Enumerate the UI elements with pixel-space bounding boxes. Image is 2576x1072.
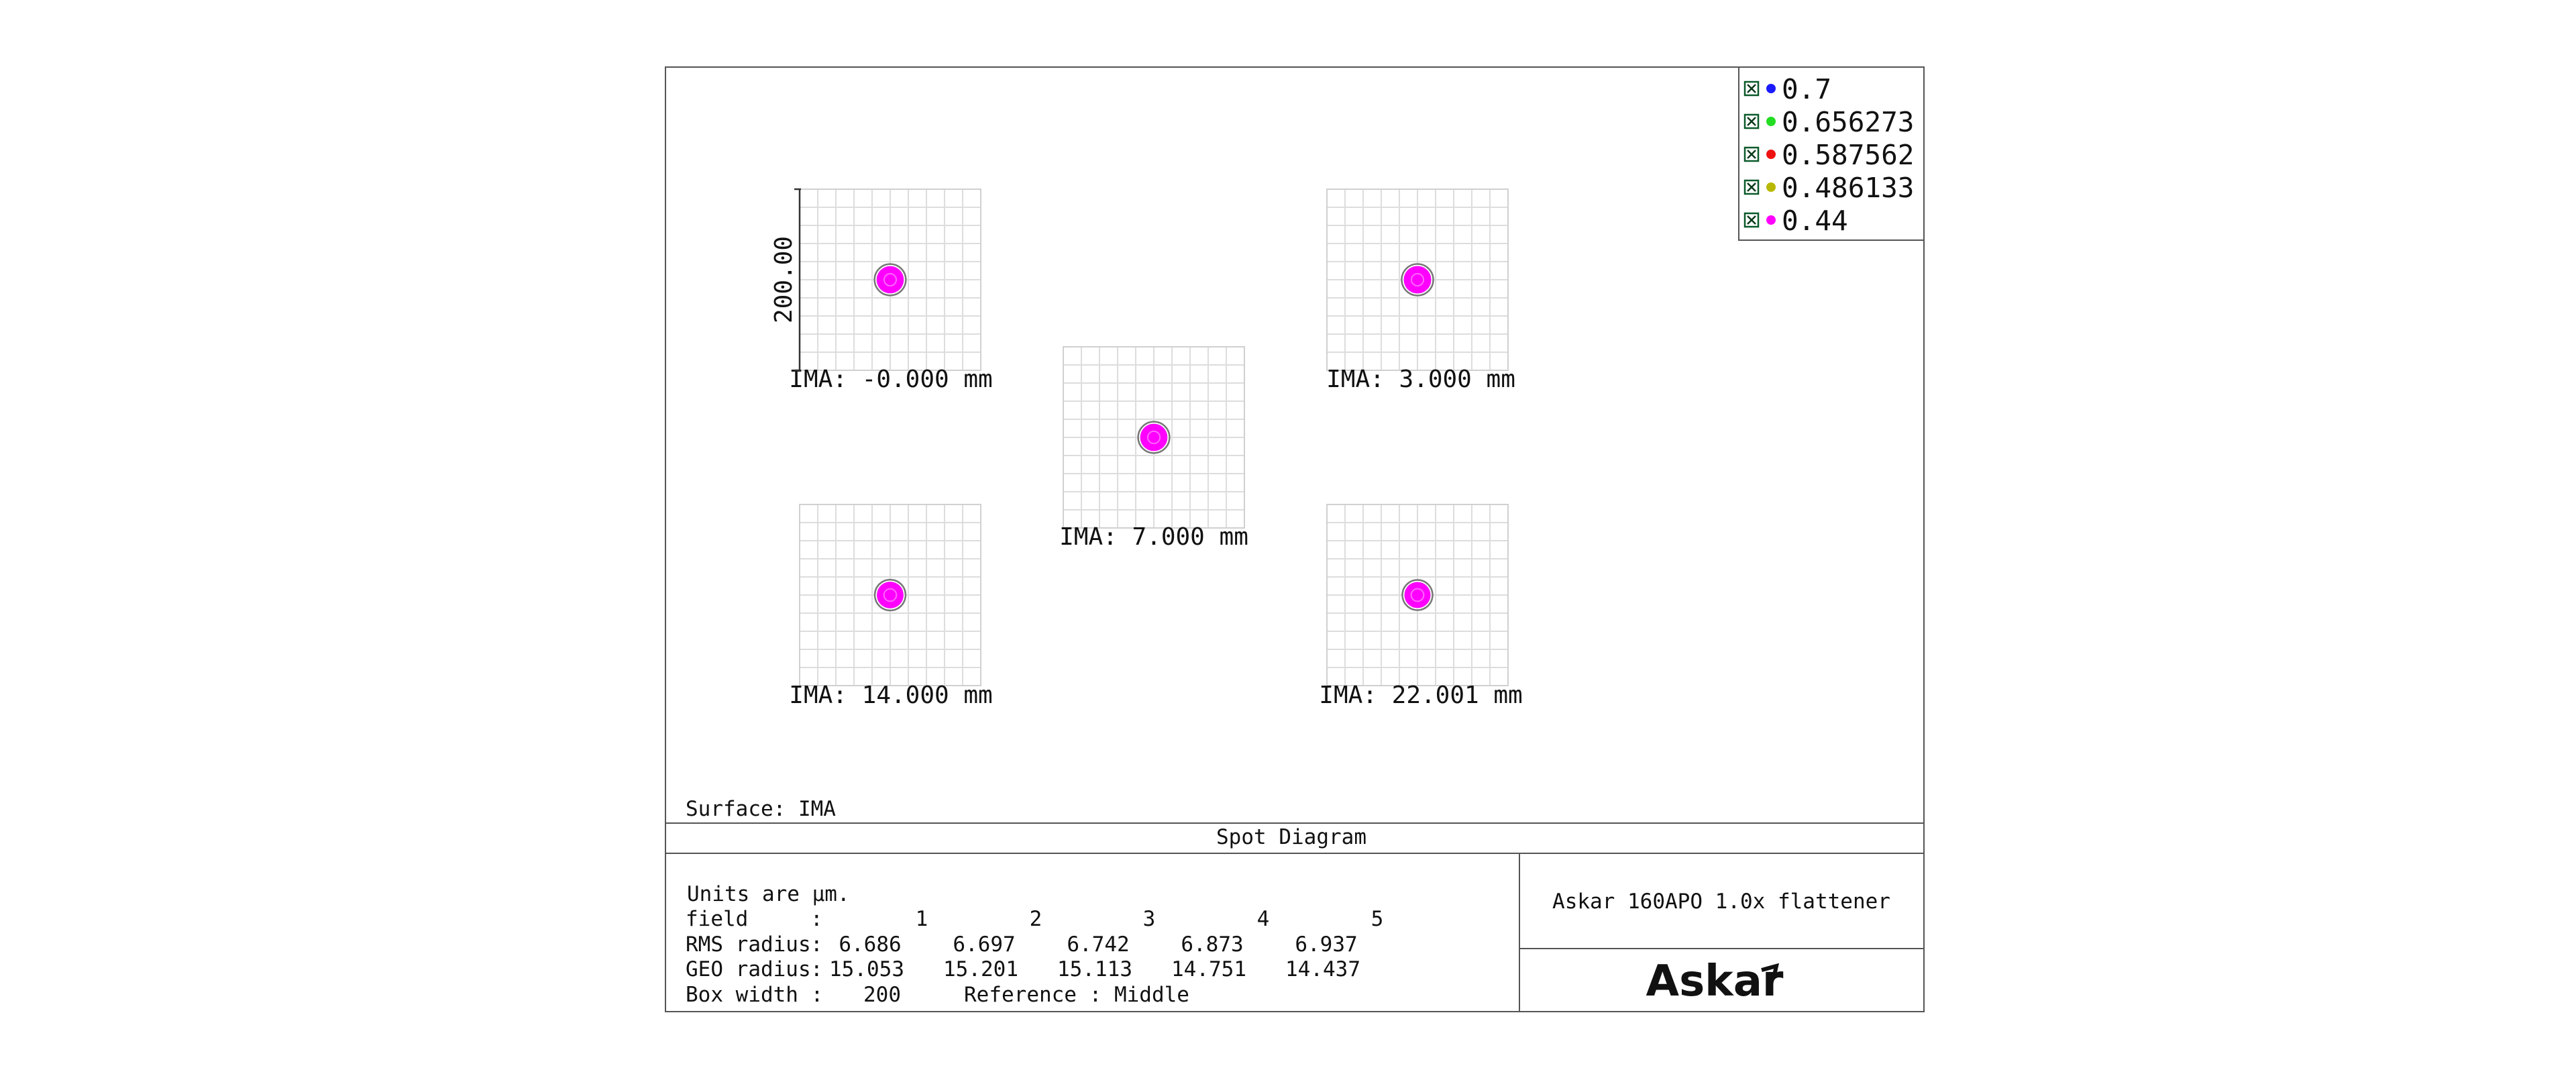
scale-bar: 200.00 <box>770 188 801 372</box>
reference-label: Reference : Middle <box>964 983 1189 1007</box>
rms-value: 6.697 <box>953 932 1015 957</box>
checkmark-icon <box>1747 182 1756 192</box>
spot-panel-2: IMA: 3.000 mm <box>1326 189 1515 393</box>
legend-item: 0.44 <box>1743 205 1848 237</box>
legend-label: 0.486133 <box>1782 172 1914 204</box>
system-name: Askar 160APO 1.0x flattener <box>1552 890 1890 914</box>
logo-wordmark: Askar <box>1646 957 1784 1006</box>
checkmark-icon <box>1747 215 1756 225</box>
field-row-colon: : <box>810 907 823 931</box>
field-number: 4 <box>1257 907 1270 931</box>
field-label: IMA: 3.000 mm <box>1326 366 1515 393</box>
field-label: IMA: 7.000 mm <box>1059 523 1248 551</box>
spot-rms-core <box>1410 272 1425 287</box>
spot-rms-core <box>1146 430 1161 445</box>
box-width-value: 200 <box>863 983 901 1007</box>
spot-rms-core <box>883 272 898 287</box>
askar-logo: Askar <box>1646 957 1784 1006</box>
spot-rms-core <box>883 588 898 602</box>
geo-value: 15.053 <box>829 957 904 981</box>
legend-swatch <box>1766 84 1776 93</box>
spot-panel-5: IMA: 22.001 mm <box>1319 504 1523 709</box>
field-number: 3 <box>1143 907 1156 931</box>
field-number: 1 <box>916 907 928 931</box>
geo-row-label: GEO radius <box>686 957 811 981</box>
legend-label: 0.7 <box>1782 73 1831 105</box>
info-block: Units are μm. field : 1 2 3 4 5 RMS radi… <box>686 882 1383 1007</box>
legend-label: 0.656273 <box>1782 106 1914 138</box>
spot-rms-core <box>1410 588 1425 602</box>
legend-swatch <box>1766 215 1776 225</box>
geo-row-colon: : <box>810 957 823 981</box>
rms-value: 6.873 <box>1181 932 1243 957</box>
legend-item: 0.486133 <box>1743 172 1914 204</box>
plot-area: IMA: -0.000 mm IMA: 3.000 mm IMA: 7.000 mm… <box>770 188 1523 709</box>
legend-swatch <box>1766 150 1776 159</box>
geo-value: 14.437 <box>1285 957 1360 981</box>
legend-label: 0.587562 <box>1782 139 1914 171</box>
spot-box <box>1326 504 1509 686</box>
geo-value: 15.201 <box>943 957 1018 981</box>
spot-panel-1: IMA: -0.000 mm <box>789 189 993 393</box>
spot-panel-4: IMA: 14.000 mm <box>789 504 993 709</box>
plot-frame <box>665 66 1925 1012</box>
rms-value: 6.742 <box>1067 932 1129 957</box>
geo-value: 15.113 <box>1057 957 1132 981</box>
checkmark-icon <box>1747 84 1756 93</box>
rms-value: 6.937 <box>1295 932 1357 957</box>
field-number: 2 <box>1030 907 1042 931</box>
spot-panel-3: IMA: 7.000 mm <box>1059 346 1248 551</box>
checkmark-icon <box>1747 150 1756 159</box>
field-label: IMA: -0.000 mm <box>789 366 992 393</box>
legend-item: 0.587562 <box>1743 139 1914 171</box>
legend-label: 0.44 <box>1782 205 1848 237</box>
spot-box <box>1326 189 1509 371</box>
chart-title: Spot Diagram <box>1216 825 1366 849</box>
surface-label: Surface: IMA <box>686 797 836 821</box>
legend-swatch <box>1766 117 1776 126</box>
logo-mark-icon <box>1761 963 1780 979</box>
legend-swatch <box>1766 182 1776 192</box>
field-label: IMA: 14.000 mm <box>789 682 992 709</box>
field-label: IMA: 22.001 mm <box>1319 682 1522 709</box>
box-width-label: Box width : <box>686 983 823 1007</box>
spot-box <box>799 504 981 686</box>
rms-row-colon: : <box>810 932 823 957</box>
units-line: Units are μm. <box>687 882 850 906</box>
rms-value: 6.686 <box>839 932 901 957</box>
field-row-label: field <box>686 907 748 931</box>
legend-item: 0.7 <box>1743 73 1831 105</box>
spot-box <box>1063 346 1245 529</box>
checkmark-icon <box>1747 117 1756 126</box>
field-number: 5 <box>1371 907 1384 931</box>
rms-row-label: RMS radius <box>686 932 811 957</box>
legend-item: 0.656273 <box>1743 106 1914 138</box>
scale-bar-label: 200.00 <box>770 236 798 323</box>
geo-value: 14.751 <box>1171 957 1246 981</box>
